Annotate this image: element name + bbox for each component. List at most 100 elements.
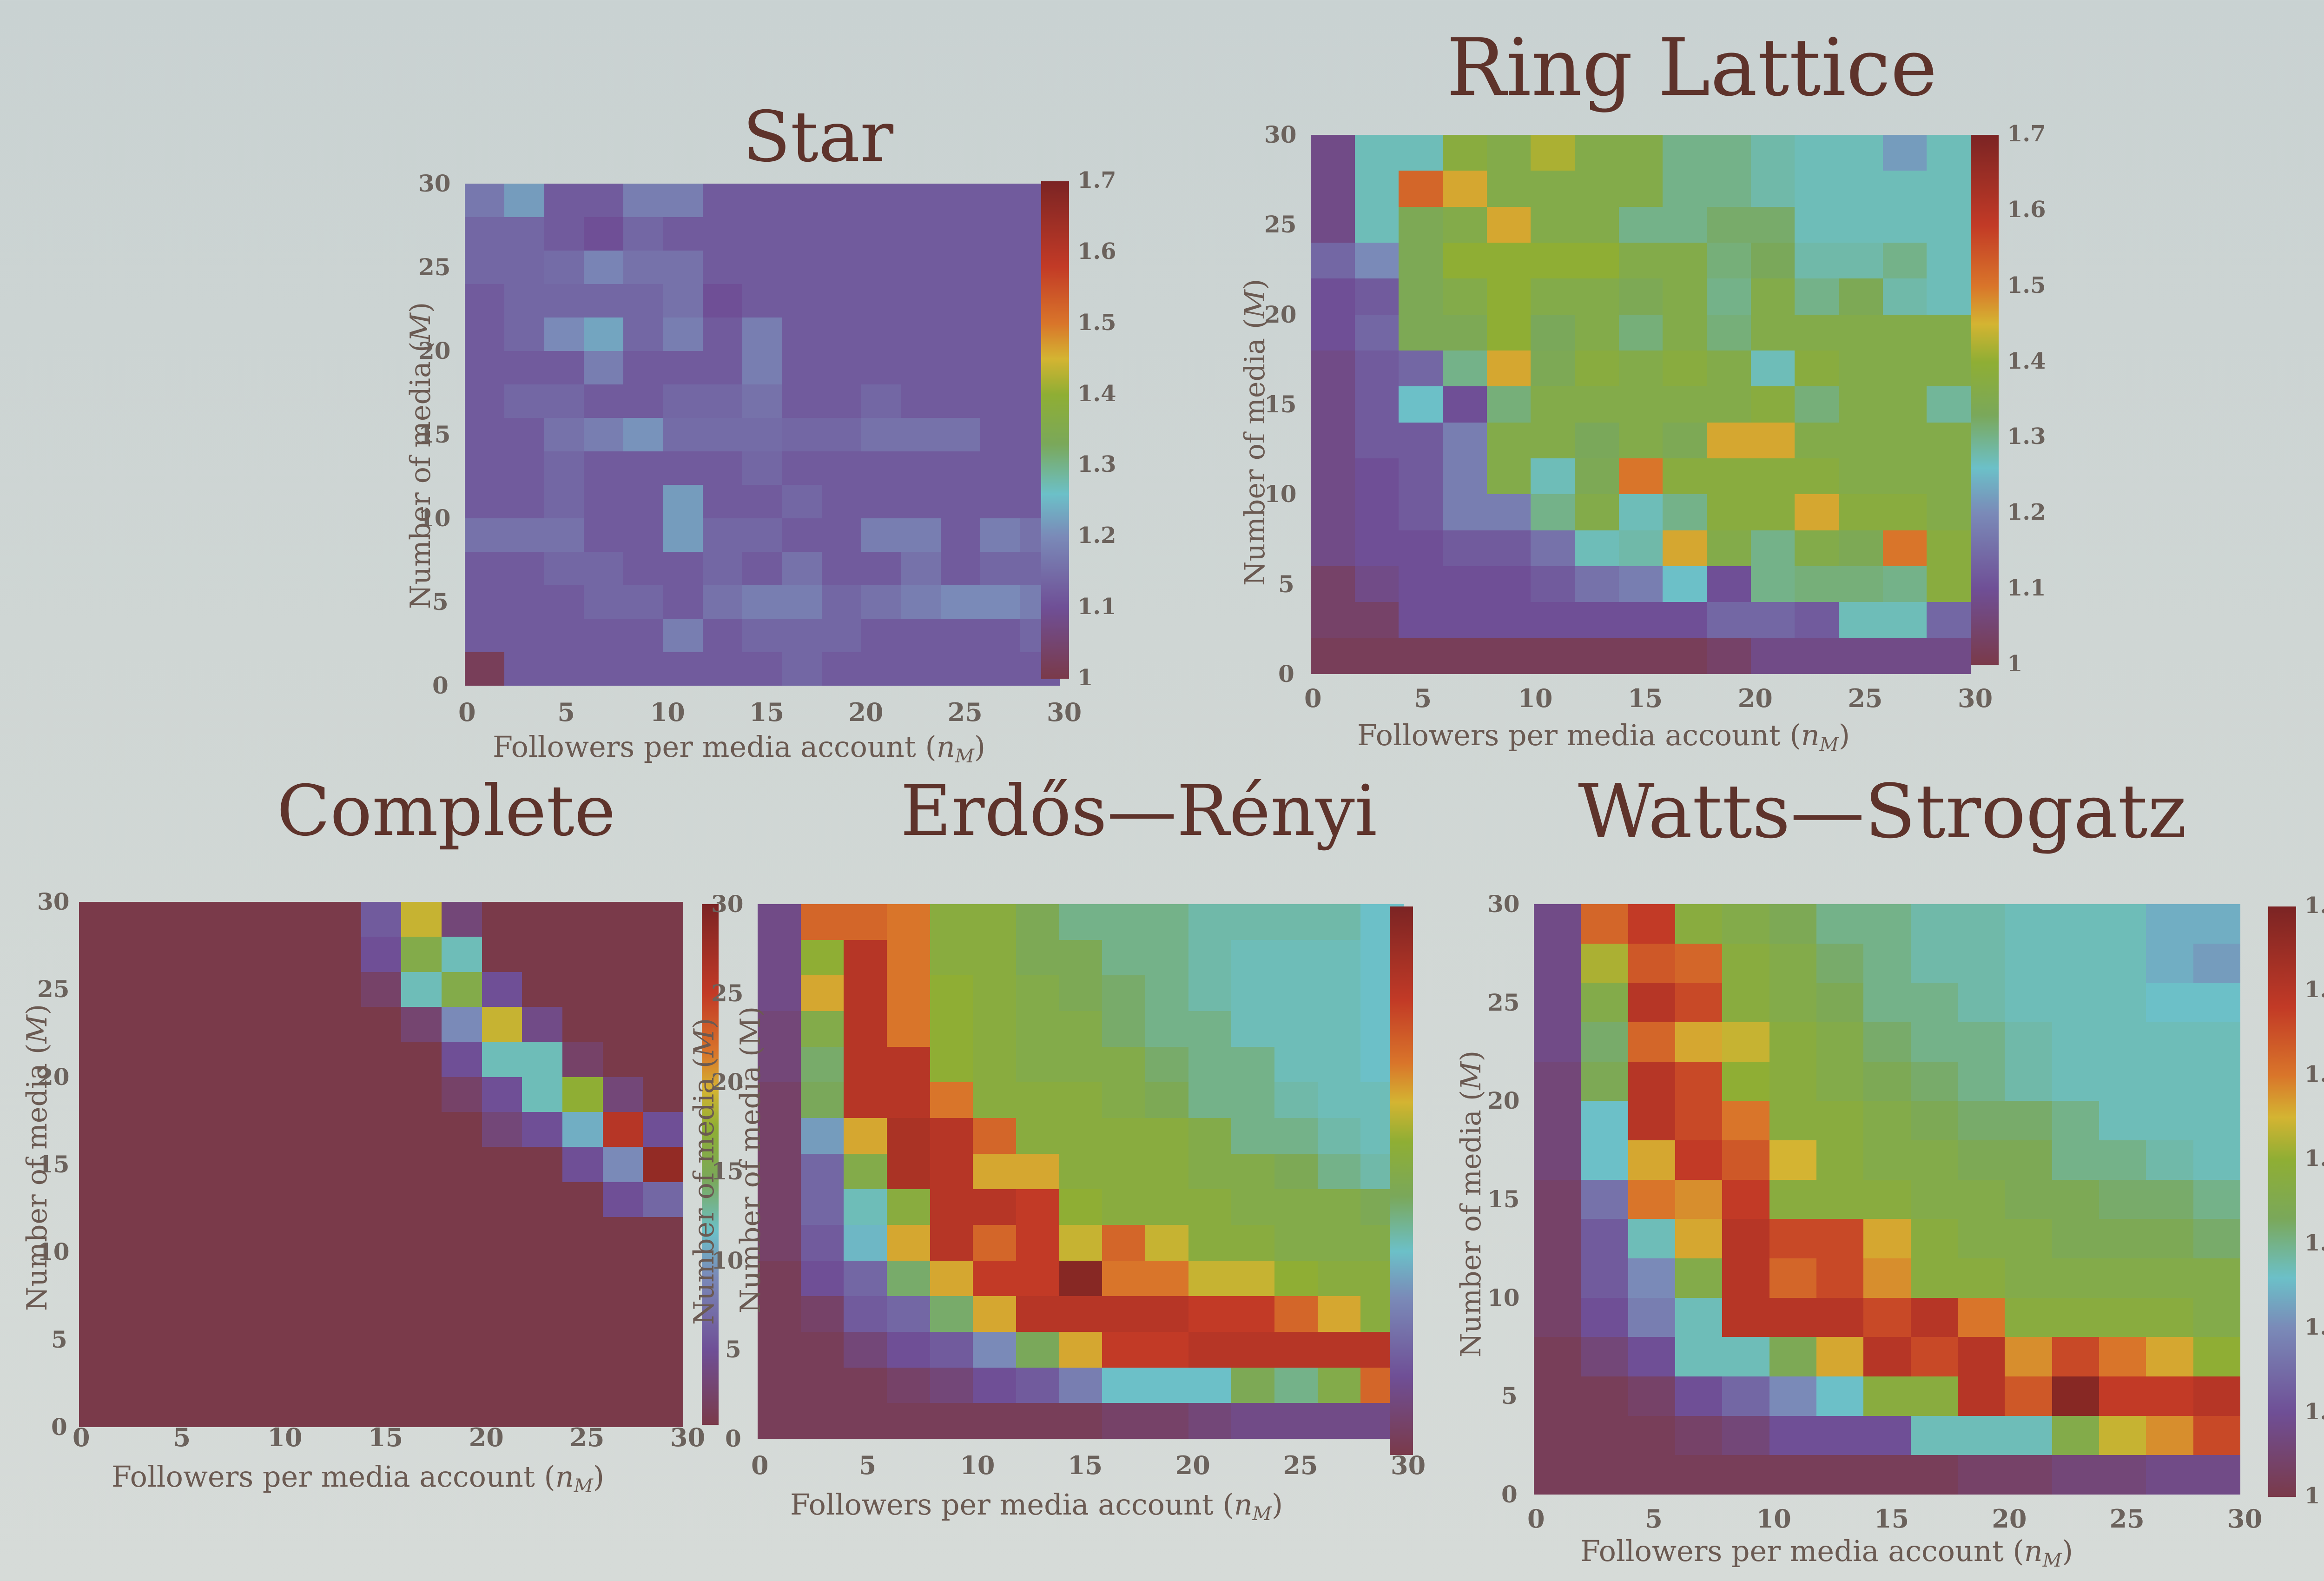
heatmap-cell [1534,1140,1581,1180]
heatmap-cell [1354,314,1399,351]
heatmap-watts [1534,904,2240,1495]
heatmap-cell [1795,458,1839,495]
heatmap-cell [623,518,663,552]
heatmap-cell [465,418,505,451]
heatmap-cell [401,1112,442,1147]
x-tick-label: 5 [1645,1504,1663,1534]
heatmap-cell [861,217,901,251]
heatmap-cell [401,1287,442,1322]
heatmap-cell [886,904,930,940]
heatmap-cell [79,937,119,972]
heatmap-cell [79,902,119,937]
heatmap-cell [320,1252,361,1287]
y-tick-label: 0 [725,1425,741,1452]
heatmap-cell [1486,458,1531,495]
heatmap-cell [320,1042,361,1077]
heatmap-cell [482,1147,522,1182]
heatmap-cell [1311,243,1355,279]
heatmap-cell [2146,1297,2193,1337]
heatmap-cell [901,184,941,217]
heatmap-cell [1059,1153,1103,1190]
heatmap-cell [663,451,703,485]
y-tick-label: 25 [37,975,70,1003]
heatmap-cell [1927,458,1971,495]
y-tick-label: 0 [1278,660,1294,688]
heatmap-cell [79,1147,119,1182]
heatmap-cell [199,1287,240,1322]
heatmap-cell [320,937,361,972]
heatmap-cell [504,217,544,251]
heatmap-cell [1910,1219,1958,1258]
heatmap-cell [2099,943,2146,983]
heatmap-cell [562,1357,603,1392]
heatmap-cell [79,1252,119,1287]
heatmap-cell [1663,243,1707,279]
heatmap-cell [544,318,584,351]
y-tick-label: 25 [1487,988,1520,1016]
heatmap-cell [1581,1022,1628,1062]
heatmap-cell [1816,1061,1864,1101]
heatmap-cell [159,1077,200,1112]
heatmap-cell [465,485,505,518]
colorbar-erdos [1390,906,1413,1455]
heatmap-cell [703,318,743,351]
heatmap-cell [2193,1061,2240,1101]
heatmap-cell [782,652,822,686]
heatmap-cell [1486,243,1531,279]
heatmap-cell [1675,983,1723,1022]
y-axis-label-symbol: (M) [21,1004,53,1064]
heatmap-cell [1145,1189,1188,1225]
heatmap-cell [2052,943,2099,983]
heatmap-cell [544,518,584,552]
heatmap-cell [1317,1011,1361,1047]
colorbar-tick-label: 1.5 [2007,272,2046,298]
heatmap-cell [1486,171,1531,207]
heatmap-cell [1311,351,1355,387]
heatmap-cell [1311,314,1355,351]
y-axis-label-text: Number of media [1239,338,1271,586]
heatmap-cell [361,1217,402,1252]
heatmap-cell [1722,983,1769,1022]
heatmap-cell [742,184,782,217]
heatmap-cell [980,184,1020,217]
heatmap-cell [973,1224,1016,1261]
heatmap-cell [980,619,1020,652]
heatmap-cell [119,937,160,972]
heatmap-cell [980,384,1020,418]
heatmap-cell [562,1147,603,1182]
heatmap-cell [199,1392,240,1427]
heatmap-cell [441,1322,482,1357]
y-axis-label-text: Number of media [404,361,437,609]
heatmap-cell [1188,1224,1232,1261]
heatmap-cell [2146,1455,2193,1495]
x-tick-label: 5 [1414,683,1432,713]
heatmap-cell [1531,566,1575,602]
heatmap-cell [930,1331,973,1368]
heatmap-cell [1574,171,1619,207]
heatmap-cell [1882,171,1927,207]
heatmap-cell [1534,1061,1581,1101]
heatmap-cell [1769,904,1816,944]
heatmap-cell [2005,1337,2052,1376]
heatmap-cell [2099,904,2146,944]
heatmap-cell [1059,1260,1103,1297]
y-tick-label: 30 [1264,121,1297,148]
heatmap-cell [482,1322,522,1357]
heatmap-cell [2052,1022,2099,1062]
y-tick-label: 30 [711,890,744,918]
heatmap-cell [1663,638,1707,674]
heatmap-cell [1399,566,1443,602]
heatmap-cell [1750,638,1795,674]
heatmap-cell [2193,983,2240,1022]
heatmap-cell [361,1322,402,1357]
colorbar-tick-label: 1.3 [1077,451,1116,478]
heatmap-cell [782,384,822,418]
heatmap-cell [1769,1022,1816,1062]
heatmap-cell [1910,1258,1958,1298]
heatmap-cell [822,585,862,619]
heatmap-cell [1795,206,1839,243]
heatmap-cell [119,1322,160,1357]
heatmap-cell [119,1077,160,1112]
colorbar-tick-label: 1.6 [1077,238,1116,265]
heatmap-cell [1581,904,1628,944]
